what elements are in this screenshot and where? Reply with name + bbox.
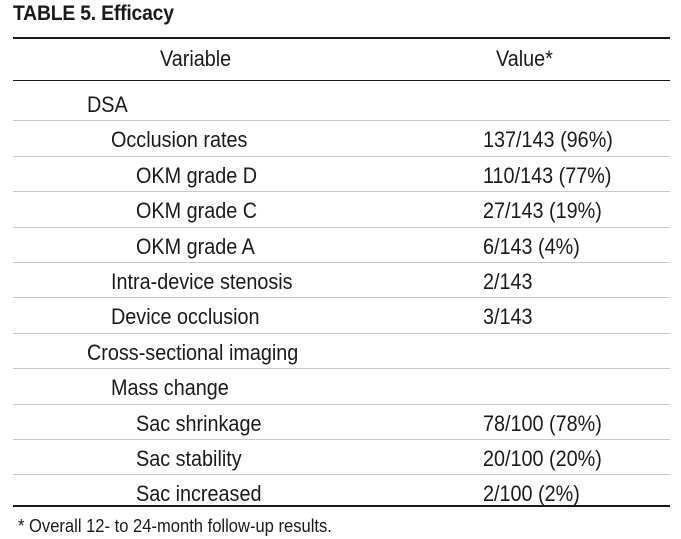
table-row: Device occlusion 3/143 (13, 298, 670, 334)
table-footnote: * Overall 12- to 24-month follow-up resu… (18, 516, 332, 536)
row-value: 78/100 (78%) (483, 410, 602, 436)
bottom-rule (13, 505, 670, 507)
table-row: Sac stability 20/100 (20%) (13, 440, 670, 476)
row-variable-label: OKM grade A (136, 233, 255, 259)
row-value: 2/100 (2%) (483, 481, 580, 507)
row-value: 2/143 (483, 268, 533, 294)
row-variable-label: OKM grade D (136, 162, 258, 188)
row-variable-label: Sac increased (136, 481, 262, 507)
table-row: Intra-device stenosis 2/143 (13, 263, 670, 299)
header-rule (13, 80, 670, 81)
row-variable-label: DSA (87, 92, 128, 117)
row-variable-label: Intra-device stenosis (111, 268, 293, 294)
table-row: Mass change (13, 369, 670, 405)
row-variable-label: Mass change (111, 375, 229, 401)
top-rule (13, 37, 670, 39)
row-value: 20/100 (20%) (483, 445, 602, 471)
column-header-variable: Variable (160, 46, 232, 71)
row-value: 3/143 (483, 304, 533, 330)
column-header-value: Value* (496, 46, 553, 71)
row-value: 6/143 (4%) (483, 233, 580, 259)
table-row: OKM grade A 6/143 (4%) (13, 228, 670, 263)
table-row: OKM grade D 110/143 (77%) (13, 157, 670, 193)
row-value: 27/143 (19%) (483, 198, 602, 224)
row-variable-label: Sac stability (136, 445, 242, 471)
table-title: TABLE 5. Efficacy (13, 2, 174, 25)
row-variable-label: Cross-sectional imaging (87, 339, 299, 365)
table-row: OKM grade C 27/143 (19%) (13, 192, 670, 228)
row-variable-label: Occlusion rates (111, 127, 248, 153)
row-value: 110/143 (77%) (483, 162, 612, 188)
table-row: Cross-sectional imaging (13, 334, 670, 370)
row-variable-label: Sac shrinkage (136, 410, 262, 436)
table-row: Sac increased 2/100 (2%) (13, 475, 670, 509)
row-variable-label: Device occlusion (111, 304, 260, 330)
table-row: Occlusion rates 137/143 (96%) (13, 121, 670, 157)
table-row: DSA (13, 86, 670, 122)
table-body: DSA Occlusion rates 137/143 (96%) OKM grade… (13, 86, 670, 510)
table-row: Sac shrinkage 78/100 (78%) (13, 405, 670, 440)
row-variable-label: OKM grade C (136, 198, 258, 224)
row-value: 137/143 (96%) (483, 127, 613, 153)
